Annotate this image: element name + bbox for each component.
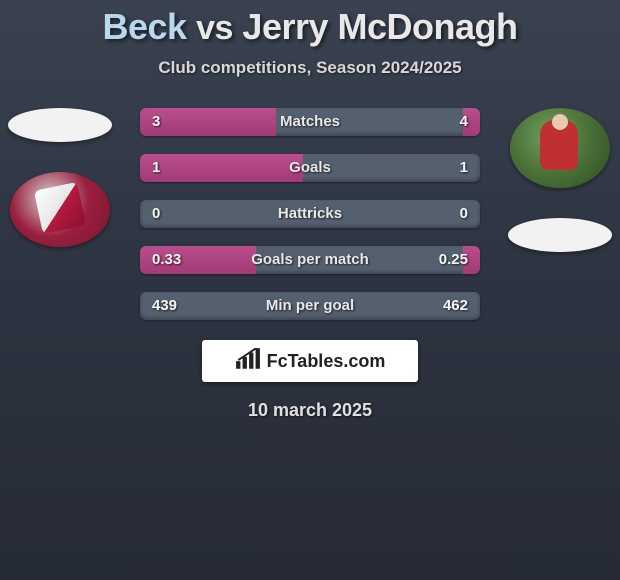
player1-club-badge [10,172,110,247]
subtitle: Club competitions, Season 2024/2025 [0,58,620,78]
left-column [5,108,115,247]
player2-flag-oval [508,218,612,252]
player1-name: Beck [103,6,187,47]
stat-label: Hattricks [140,200,480,228]
stat-row: 439462Min per goal [140,292,480,320]
player2-name: Jerry McDonagh [242,6,517,47]
stat-row: 34Matches [140,108,480,136]
stat-label: Min per goal [140,292,480,320]
stat-label: Goals [140,154,480,182]
content-area: 34Matches 11Goals 00Hattricks 0.330.25Goals… [0,108,620,421]
stat-label: Matches [140,108,480,136]
stat-label: Goals per match [140,246,480,274]
stats-bars: 34Matches 11Goals 00Hattricks 0.330.25Goals… [140,108,480,320]
player2-photo [510,108,610,188]
comparison-title: Beck vs Jerry McDonagh [0,0,620,48]
brand-chart-icon [235,348,261,375]
stat-row: 11Goals [140,154,480,182]
vs-text: vs [196,9,233,47]
stat-row: 0.330.25Goals per match [140,246,480,274]
stat-row: 00Hattricks [140,200,480,228]
date-text: 10 march 2025 [0,400,620,421]
brand-text: FcTables.com [267,351,386,372]
right-column [505,108,615,252]
brand-box: FcTables.com [202,340,418,382]
player1-flag-oval [8,108,112,142]
